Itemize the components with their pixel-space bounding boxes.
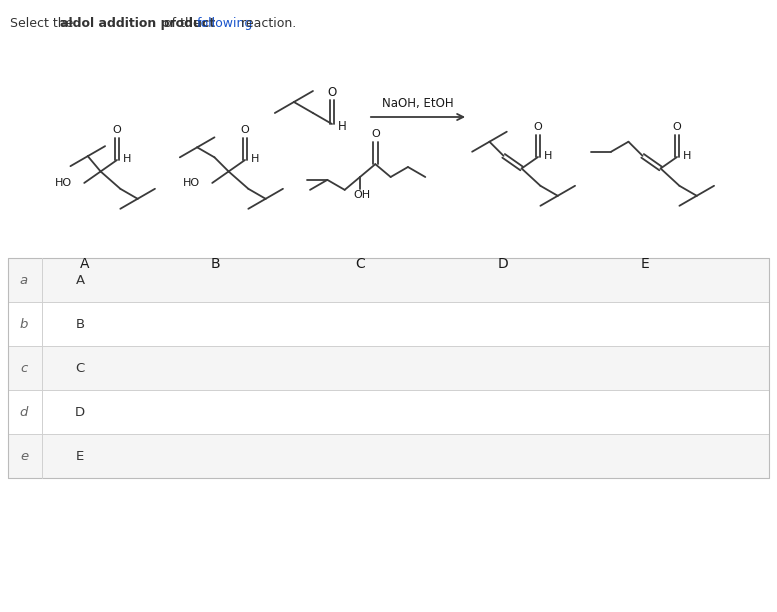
Text: OH: OH [354,190,371,200]
Text: b: b [19,318,28,330]
Text: HO: HO [55,178,72,188]
Bar [8,346,769,390]
Text: D: D [497,257,508,271]
Text: O: O [327,86,336,99]
Text: H: H [251,154,260,164]
Text: aldol addition product: aldol addition product [60,17,215,30]
Text: H: H [338,121,347,133]
Text: E: E [76,449,84,463]
Text: c: c [20,362,28,375]
Bar [8,258,769,478]
Text: A: A [80,257,90,271]
Text: O: O [534,122,542,132]
Text: O: O [371,129,380,139]
Text: O: O [673,122,681,132]
Bar [8,258,769,302]
Text: Select the: Select the [10,17,78,30]
Text: O: O [241,125,249,135]
Text: B: B [211,257,220,271]
Text: H: H [123,154,131,164]
Text: NaOH, EtOH: NaOH, EtOH [382,97,454,111]
Text: C: C [75,362,85,375]
Text: C: C [355,257,365,271]
Text: E: E [640,257,650,271]
Text: e: e [20,449,28,463]
Text: H: H [544,151,552,161]
Text: following: following [197,17,253,30]
Text: D: D [75,406,85,419]
Bar [8,390,769,434]
Bar [8,434,769,478]
Text: d: d [19,406,28,419]
Text: reaction.: reaction. [238,17,297,30]
Text: of the: of the [160,17,204,30]
Bar [8,302,769,346]
Text: H: H [683,151,692,161]
Text: HO: HO [183,178,200,188]
Text: O: O [113,125,121,135]
Text: A: A [75,274,85,286]
Text: a: a [20,274,28,286]
Text: B: B [75,318,85,330]
